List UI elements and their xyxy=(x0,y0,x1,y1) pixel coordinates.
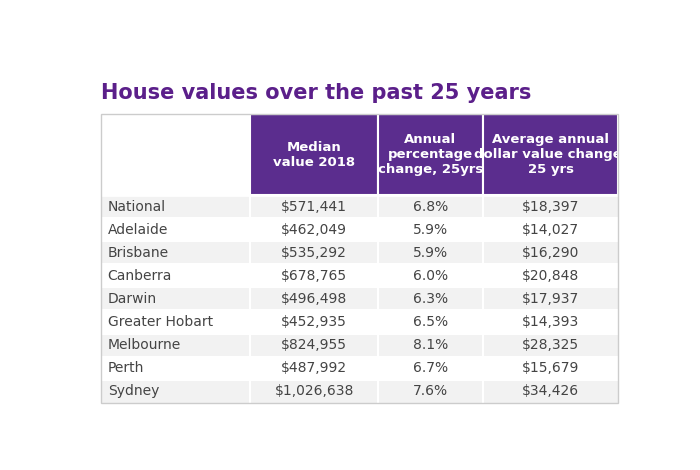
Bar xyxy=(251,114,378,195)
Text: $15,679: $15,679 xyxy=(522,361,580,375)
Bar xyxy=(102,311,618,334)
Text: $20,848: $20,848 xyxy=(522,269,579,283)
Text: 6.3%: 6.3% xyxy=(413,292,448,306)
Text: National: National xyxy=(108,200,166,213)
Text: $571,441: $571,441 xyxy=(281,200,347,213)
Text: 6.5%: 6.5% xyxy=(413,315,448,329)
Text: House values over the past 25 years: House values over the past 25 years xyxy=(102,83,532,103)
Text: Canberra: Canberra xyxy=(108,269,172,283)
Text: Sydney: Sydney xyxy=(108,384,159,399)
Text: $18,397: $18,397 xyxy=(522,200,580,213)
Bar xyxy=(102,264,618,287)
Bar xyxy=(378,114,483,195)
Text: 5.9%: 5.9% xyxy=(413,223,448,237)
Text: 6.8%: 6.8% xyxy=(413,200,448,213)
Text: $678,765: $678,765 xyxy=(281,269,347,283)
Text: 7.6%: 7.6% xyxy=(413,384,448,399)
Text: $452,935: $452,935 xyxy=(281,315,347,329)
Text: $462,049: $462,049 xyxy=(281,223,347,237)
Text: $824,955: $824,955 xyxy=(281,338,347,352)
Text: $487,992: $487,992 xyxy=(281,361,347,375)
Text: Average annual
dollar value change,
25 yrs: Average annual dollar value change, 25 y… xyxy=(474,133,627,176)
Text: $34,426: $34,426 xyxy=(522,384,579,399)
Text: Perth: Perth xyxy=(108,361,144,375)
Text: $535,292: $535,292 xyxy=(281,246,347,260)
Bar xyxy=(102,114,618,403)
Bar xyxy=(102,287,618,311)
Bar xyxy=(102,218,618,241)
Bar xyxy=(102,334,618,357)
Text: Brisbane: Brisbane xyxy=(108,246,169,260)
Text: 8.1%: 8.1% xyxy=(413,338,448,352)
Text: Median
value 2018: Median value 2018 xyxy=(273,141,355,169)
Text: Adelaide: Adelaide xyxy=(108,223,168,237)
Bar xyxy=(102,357,618,380)
Text: Melbourne: Melbourne xyxy=(108,338,181,352)
Text: Darwin: Darwin xyxy=(108,292,157,306)
Text: $17,937: $17,937 xyxy=(522,292,579,306)
Text: 6.7%: 6.7% xyxy=(413,361,448,375)
Text: $14,393: $14,393 xyxy=(522,315,579,329)
Bar xyxy=(102,380,618,403)
Bar xyxy=(483,114,618,195)
Text: 6.0%: 6.0% xyxy=(413,269,448,283)
Text: 5.9%: 5.9% xyxy=(413,246,448,260)
Text: $14,027: $14,027 xyxy=(522,223,579,237)
Text: Greater Hobart: Greater Hobart xyxy=(108,315,213,329)
Bar xyxy=(102,195,618,218)
Bar xyxy=(102,241,618,264)
Text: $496,498: $496,498 xyxy=(281,292,347,306)
Text: $1,026,638: $1,026,638 xyxy=(274,384,354,399)
Text: $16,290: $16,290 xyxy=(522,246,580,260)
Text: $28,325: $28,325 xyxy=(522,338,579,352)
Text: Annual
percentage
change, 25yrs: Annual percentage change, 25yrs xyxy=(378,133,483,176)
